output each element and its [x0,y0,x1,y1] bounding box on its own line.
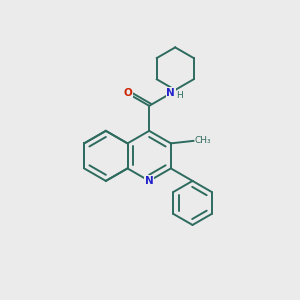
Text: O: O [123,88,132,98]
Text: N: N [145,176,154,186]
Text: N: N [167,88,175,98]
Text: CH₃: CH₃ [195,136,211,146]
Text: H: H [176,91,182,100]
